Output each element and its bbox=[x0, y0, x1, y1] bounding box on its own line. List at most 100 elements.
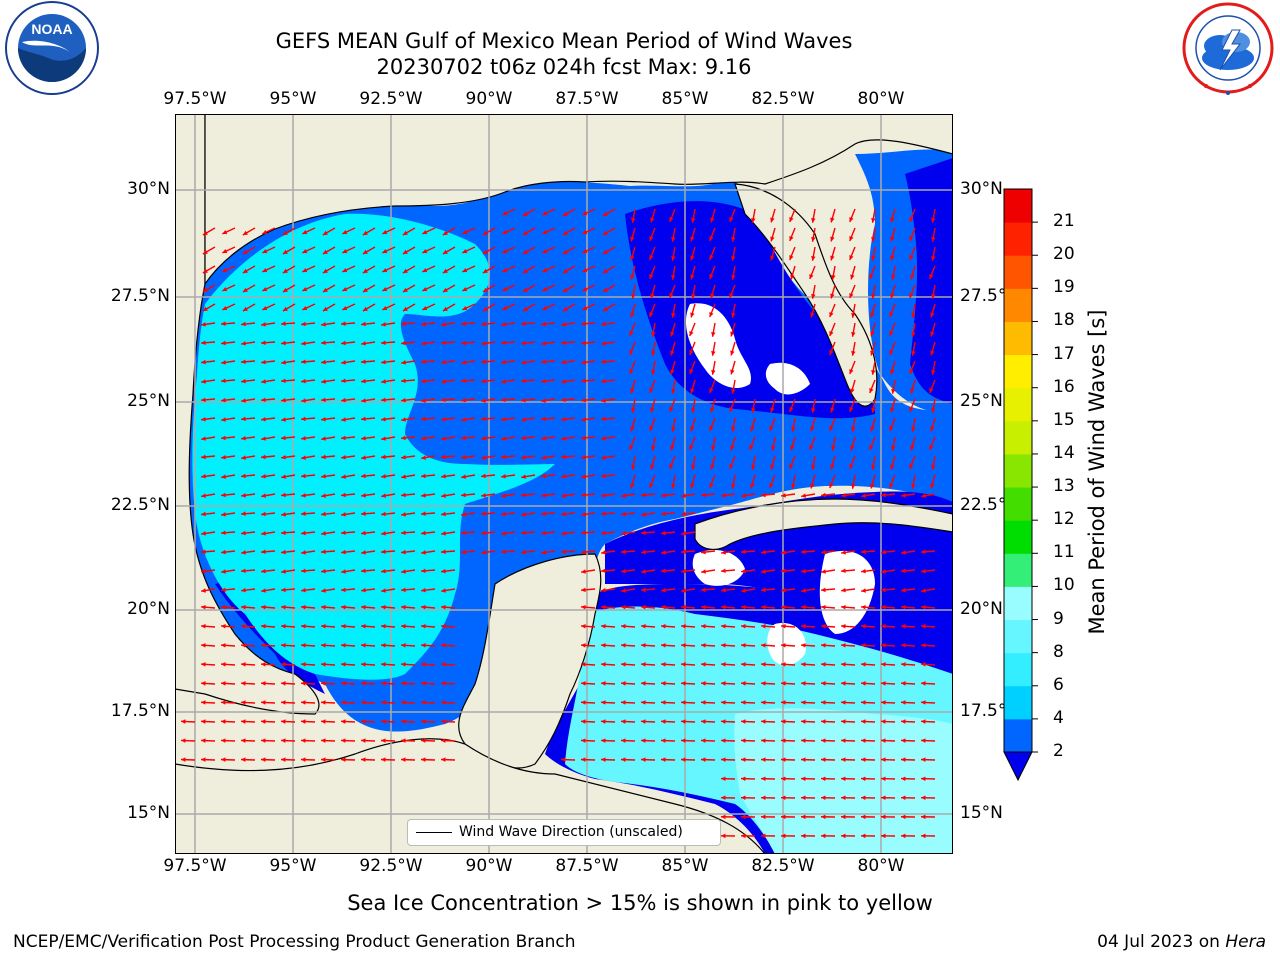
wind-wave-arrow bbox=[382, 227, 396, 235]
wind-wave-arrow bbox=[321, 436, 336, 441]
wind-wave-arrow bbox=[760, 776, 776, 781]
wind-wave-arrow bbox=[900, 681, 916, 686]
wind-wave-arrow bbox=[320, 719, 336, 724]
colorbar-tick-label: 13 bbox=[1053, 476, 1075, 497]
wind-wave-arrow bbox=[701, 492, 716, 498]
wind-wave-arrow bbox=[422, 303, 436, 311]
wind-wave-arrow bbox=[581, 474, 596, 479]
wind-wave-arrow bbox=[581, 340, 596, 346]
wind-wave-arrow bbox=[482, 284, 496, 293]
wind-wave-arrow bbox=[600, 359, 616, 365]
wind-wave-arrow bbox=[461, 455, 476, 460]
wind-wave-arrow bbox=[740, 604, 756, 610]
wind-wave-arrow bbox=[710, 284, 716, 299]
wind-wave-arrow bbox=[300, 681, 316, 686]
wind-wave-arrow bbox=[601, 587, 616, 593]
wind-wave-arrow bbox=[400, 587, 416, 593]
cuba-land bbox=[694, 498, 953, 551]
wind-wave-arrow bbox=[640, 624, 656, 629]
wind-wave-arrow bbox=[620, 719, 636, 724]
wind-wave-arrow bbox=[261, 436, 276, 441]
wind-wave-arrow bbox=[400, 435, 416, 441]
colorbar bbox=[1003, 188, 1038, 782]
wind-wave-arrow bbox=[860, 681, 876, 686]
wind-wave-arrow bbox=[281, 569, 296, 574]
wind-wave-arrow bbox=[361, 493, 376, 498]
wind-wave-arrow bbox=[780, 757, 796, 762]
colorbar-segment bbox=[1004, 685, 1032, 720]
wind-wave-arrow bbox=[461, 360, 476, 365]
wind-wave-arrow bbox=[600, 681, 616, 686]
wind-wave-arrow bbox=[909, 227, 916, 242]
wind-wave-arrow bbox=[671, 379, 676, 394]
wind-wave-arrow bbox=[860, 604, 876, 610]
wind-wave-arrow bbox=[880, 757, 896, 762]
colorbar-tick-label: 8 bbox=[1053, 641, 1064, 662]
wind-wave-arrow bbox=[840, 814, 856, 820]
wind-wave-arrow bbox=[362, 227, 376, 236]
wind-wave-arrow bbox=[671, 303, 676, 318]
wind-wave-arrow bbox=[342, 303, 356, 311]
wind-wave-arrow bbox=[770, 227, 776, 242]
wind-wave-arrow bbox=[890, 208, 896, 223]
longitude-label: 90°W bbox=[465, 856, 513, 876]
wind-wave-arrow bbox=[770, 455, 776, 470]
wind-wave-arrow bbox=[260, 681, 276, 686]
wind-wave-arrow bbox=[201, 416, 216, 422]
wind-wave-arrow bbox=[830, 398, 836, 413]
wind-wave-arrow bbox=[201, 511, 216, 517]
wind-wave-arrow bbox=[300, 624, 316, 629]
wind-wave-arrow bbox=[740, 814, 756, 820]
wind-wave-arrow bbox=[541, 398, 556, 403]
wind-wave-arrow bbox=[640, 587, 656, 593]
wind-wave-arrow bbox=[541, 530, 556, 536]
wind-wave-arrow bbox=[242, 284, 256, 293]
wind-wave-arrow bbox=[561, 359, 576, 365]
wind-wave-arrow bbox=[871, 360, 876, 375]
wind-wave-arrow bbox=[780, 681, 796, 686]
wind-wave-arrow bbox=[710, 208, 716, 223]
wind-wave-arrow bbox=[402, 284, 416, 293]
wind-wave-arrow bbox=[261, 588, 276, 593]
wind-wave-arrow bbox=[870, 322, 876, 337]
wind-wave-arrow bbox=[301, 550, 316, 555]
wind-wave-arrow bbox=[920, 833, 936, 839]
wind-wave-arrow bbox=[580, 530, 596, 535]
wind-wave-arrow bbox=[201, 531, 216, 536]
wind-wave-arrow bbox=[381, 531, 396, 536]
wind-wave-arrow bbox=[281, 455, 296, 460]
wind-wave-arrow bbox=[220, 624, 236, 629]
wind-wave-arrow bbox=[441, 588, 456, 593]
wind-wave-arrow bbox=[871, 455, 876, 470]
wind-wave-arrow bbox=[909, 284, 916, 299]
wind-wave-arrow bbox=[691, 284, 696, 299]
wind-wave-arrow bbox=[300, 604, 316, 610]
wind-wave-arrow bbox=[380, 604, 396, 610]
wind-wave-arrow bbox=[601, 341, 616, 346]
wind-wave-arrow bbox=[741, 493, 756, 498]
longitude-label: 87.5°W bbox=[555, 856, 619, 876]
wind-wave-arrow bbox=[731, 303, 736, 318]
wind-wave-arrow bbox=[541, 341, 556, 346]
wind-wave-arrow bbox=[360, 643, 376, 648]
wind-wave-arrow bbox=[341, 474, 356, 479]
wind-wave-arrow bbox=[900, 643, 916, 648]
latitude-label: 17.5°N bbox=[110, 701, 170, 721]
wind-wave-arrow bbox=[651, 436, 656, 451]
wind-wave-arrow bbox=[262, 303, 276, 311]
wind-wave-arrow bbox=[340, 738, 356, 743]
wind-wave-arrow bbox=[800, 719, 816, 724]
wind-wave-arrow bbox=[382, 265, 396, 273]
wind-wave-arrow bbox=[241, 550, 256, 555]
wind-wave-arrow bbox=[582, 246, 596, 254]
wind-wave-arrow bbox=[930, 322, 936, 337]
wind-wave-arrow bbox=[780, 700, 796, 705]
wind-wave-arrow bbox=[341, 340, 356, 346]
wind-wave-arrow bbox=[221, 549, 236, 555]
wind-wave-arrow bbox=[320, 397, 336, 403]
wind-wave-arrow bbox=[560, 454, 576, 460]
colorbar-segment bbox=[1004, 387, 1032, 422]
wind-wave-arrow bbox=[741, 588, 756, 593]
wind-wave-arrow bbox=[820, 814, 836, 820]
wind-wave-arrow bbox=[300, 662, 316, 667]
